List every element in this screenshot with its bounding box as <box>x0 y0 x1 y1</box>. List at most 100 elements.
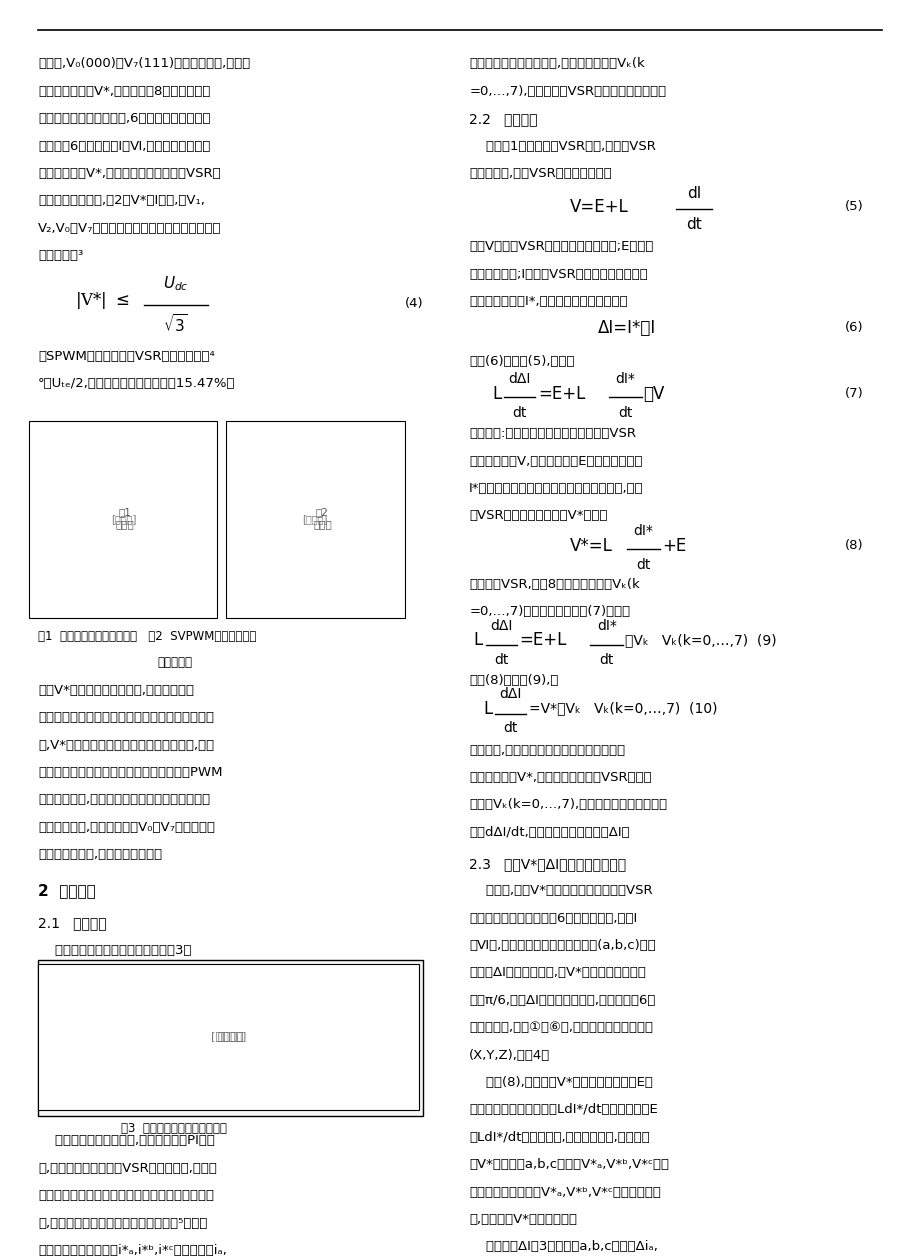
Text: 将式(8)代入式(9),得: 将式(8)代入式(9),得 <box>469 674 558 686</box>
Text: dt: dt <box>636 558 650 572</box>
Text: dt: dt <box>618 407 631 421</box>
Text: 三相对称的正弦量。由于开关频率和矢量组合的限: 三相对称的正弦量。由于开关频率和矢量组合的限 <box>38 711 214 724</box>
Text: 图2
矢量图: 图2 矢量图 <box>312 507 332 529</box>
Text: dI: dI <box>686 185 700 200</box>
Text: 指令电流变化率相关矢量LdI*/dt合成得到。而E: 指令电流变化率相关矢量LdI*/dt合成得到。而E <box>469 1103 657 1117</box>
Text: L: L <box>473 631 482 650</box>
Text: 整流器空间电压矢量合成,6条空间电压矢量将复: 整流器空间电压矢量合成,6条空间电压矢量将复 <box>38 112 210 125</box>
Text: 式中V为三相VSR交流侧端口电压矢量;E为三相: 式中V为三相VSR交流侧端口电压矢量;E为三相 <box>469 240 652 253</box>
Text: dI*: dI* <box>615 373 634 387</box>
FancyBboxPatch shape <box>226 421 404 618</box>
Text: dt: dt <box>503 721 517 735</box>
FancyBboxPatch shape <box>28 421 217 618</box>
Text: 相VSR输出指令电压矢量V*应满足: 相VSR输出指令电压矢量V*应满足 <box>469 510 607 522</box>
Text: [控制框图]: [控制框图] <box>211 1031 246 1041</box>
Text: dΔI: dΔI <box>490 618 512 633</box>
Text: (5): (5) <box>845 200 863 213</box>
Text: =0,…,7),从而使三相VSR电流跟踪指令电流。: =0,…,7),从而使三相VSR电流跟踪指令电流。 <box>469 84 665 98</box>
Text: 意所需空间矢量V*,均可以由这8条三相电压型: 意所需空间矢量V*,均可以由这8条三相电压型 <box>38 84 210 98</box>
Text: －V: －V <box>642 384 664 403</box>
Text: 交流侧电阻,可得VSR电压矢量方程为: 交流侧电阻,可得VSR电压矢量方程为 <box>469 167 611 180</box>
Text: 中的电压矢量V*,均可由该扇形区两边的VSR空: 中的电压矢量V*,均可由该扇形区两边的VSR空 <box>38 167 221 180</box>
Text: 量V*在坐标轴a,b,c上投影V*ₐ,V*ᵇ,V*ᶜ的时: 量V*在坐标轴a,b,c上投影V*ₐ,V*ᵇ,V*ᶜ的时 <box>469 1158 668 1171</box>
Text: ΔI=I*－I: ΔI=I*－I <box>597 319 655 336</box>
Text: 制,如实现单位功率因数正弦电流控制。⁵本系统: 制,如实现单位功率因数正弦电流控制。⁵本系统 <box>38 1216 207 1230</box>
Text: dI*: dI* <box>633 524 652 538</box>
Text: 环的作用是按电压外环输出的电流指令进行电流控: 环的作用是按电压外环输出的电流指令进行电流控 <box>38 1190 214 1202</box>
Text: 图1
电路图: 图1 电路图 <box>116 507 134 529</box>
Text: 输出电压矢量V,电网电压矢量E和指令电流矢量: 输出电压矢量V,电网电压矢量E和指令电流矢量 <box>469 454 642 467</box>
Text: 开关频率越高,多边形准圆轨迹就越接近圆。对于: 开关频率越高,多边形准圆轨迹就越接近圆。对于 <box>38 793 210 806</box>
Text: (8): (8) <box>845 539 863 551</box>
Text: 电网电压矢量;I为三相VSR交流侧电流矢量。若: 电网电压矢量;I为三相VSR交流侧电流矢量。若 <box>469 268 647 281</box>
Text: 而SPWM控制所得三相VSR的相电压峰值⁴: 而SPWM控制所得三相VSR的相电压峰值⁴ <box>38 350 215 363</box>
Text: 制,V*的合成矢量只能以某一步进速度旋转,从而: 制,V*的合成矢量只能以某一步进速度旋转,从而 <box>38 739 214 752</box>
Text: dt: dt <box>686 217 701 232</box>
FancyBboxPatch shape <box>38 961 423 1115</box>
Text: (6): (6) <box>845 321 863 334</box>
Text: =E+L: =E+L <box>538 384 584 403</box>
Text: dt: dt <box>512 407 527 421</box>
Text: 使矢量端点运动轨迹为一多边形准圆轨迹。PWM: 使矢量端点运动轨迹为一多边形准圆轨迹。PWM <box>38 765 222 779</box>
Text: 定理有下式³: 定理有下式³ <box>38 249 84 262</box>
Text: $U_{dc}$: $U_{dc}$ <box>163 274 188 293</box>
Text: 间电压矢量来合成,图2中V*在Ⅰ区时,由V₁,: 间电压矢量来合成,图2中V*在Ⅰ区时,由V₁, <box>38 194 205 208</box>
Text: 参考电压矢量V*,可选择合适的三相VSR空间电: 参考电压矢量V*,可选择合适的三相VSR空间电 <box>469 771 651 784</box>
Text: 控制框图: 控制框图 <box>217 1032 244 1042</box>
Text: V₂,V₀和V₇依据平行四边形法则合成。根据正弦: V₂,V₀和V₇依据平行四边形法则合成。根据正弦 <box>38 222 221 234</box>
Text: 对于图1所示的三相VSR结构,若忽略VSR: 对于图1所示的三相VSR结构,若忽略VSR <box>469 140 655 152</box>
Text: V=E+L: V=E+L <box>570 198 628 215</box>
Text: 控制策略是将指令电流i*ₐ,i*ᵇ,i*ᶜ与反馈电流iₐ,: 控制策略是将指令电流i*ₐ,i*ᵇ,i*ᶜ与反馈电流iₐ, <box>38 1244 227 1256</box>
Text: dI*: dI* <box>596 618 616 633</box>
Text: (7): (7) <box>845 387 863 400</box>
Text: (X,Y,Z),见图4。: (X,Y,Z),见图4。 <box>469 1049 550 1061</box>
Text: 压矢量Vₖ(k=0,…,7),以控制误差电流矢量的变: 压矢量Vₖ(k=0,…,7),以控制误差电流矢量的变 <box>469 798 666 811</box>
Text: 由空间电压矢量选择逻辑,输出一个合适的Vₖ(k: 由空间电压矢量选择逻辑,输出一个合适的Vₖ(k <box>469 58 644 71</box>
Text: 图3  三相电压整流器的控制框图: 图3 三相电压整流器的控制框图 <box>120 1122 226 1136</box>
Text: 为方便,可将V*所在空间区域按照三相VSR: 为方便,可将V*所在空间区域按照三相VSR <box>469 884 652 898</box>
Text: ～Ⅵ区,其对应的三相对称坐标轴为(a,b,c)。为: ～Ⅵ区,其对应的三相对称坐标轴为(a,b,c)。为 <box>469 939 655 952</box>
Text: 态变化尽可能少,以降低开关损耗。: 态变化尽可能少,以降低开关损耗。 <box>38 849 162 861</box>
Text: 2  控制策略: 2 控制策略 <box>38 883 96 898</box>
Text: －Vₖ   Vₖ(k=0,…,7)  (9): －Vₖ Vₖ(k=0,…,7) (9) <box>624 633 776 647</box>
Text: =0,…,7)可以选择。显然式(7)可变为: =0,…,7)可以选择。显然式(7)可变为 <box>469 606 630 618</box>
Text: dt: dt <box>494 652 508 666</box>
Text: 控制系统采用双环控制,电压外环采用PI调节: 控制系统采用双环控制,电压外环采用PI调节 <box>38 1134 215 1147</box>
Text: 化率dΔI/dt,从而控制误差电流矢量ΔI。: 化率dΔI/dt,从而控制误差电流矢量ΔI。 <box>469 826 630 838</box>
Text: 将式(6)代入式(5),化简得: 将式(6)代入式(5),化简得 <box>469 355 574 368</box>
Text: dt: dt <box>599 652 613 666</box>
Text: =V*－Vₖ   Vₖ(k=0,…,7)  (10): =V*－Vₖ Vₖ(k=0,…,7) (10) <box>528 701 717 715</box>
Text: 空间电压矢量空间划分为6个三角形区域,记为Ⅰ: 空间电压矢量空间划分为6个三角形区域,记为Ⅰ <box>469 912 637 924</box>
Text: 上式表明:误差电流矢量的变化率受三相VSR: 上式表明:误差电流矢量的变化率受三相VSR <box>469 427 635 441</box>
Text: 和LdI*/dt均为已知量,通过检测计算,可得出矢: 和LdI*/dt均为已知量,通过检测计算,可得出矢 <box>469 1131 649 1143</box>
Text: 别,可以确定V*所在的区域。: 别,可以确定V*所在的区域。 <box>469 1212 576 1226</box>
Text: °为Uₜₑ/2,相比将电压利用率提高了15.47%。: °为Uₜₑ/2,相比将电压利用率提高了15.47%。 <box>38 378 235 390</box>
Text: 指令电流矢量为I*,则实际的误差电流矢量为: 指令电流矢量为I*,则实际的误差电流矢量为 <box>469 296 627 308</box>
Text: 零矢量的选择,主要考虑选择V₀或V₇应使开关状: 零矢量的选择,主要考虑选择V₀或V₇应使开关状 <box>38 821 215 833</box>
Text: I*变化率的影响。若要获得零误差电流响应,则三: I*变化率的影响。若要获得零误差电流响应,则三 <box>469 482 643 495</box>
Text: +E: +E <box>661 536 686 554</box>
Text: 域值。从而可以通过V*ₐ,V*ᵇ,V*ᶜ相关极性的判: 域值。从而可以通过V*ₐ,V*ᵇ,V*ᶜ相关极性的判 <box>469 1186 661 1199</box>
Text: $\sqrt{3}$: $\sqrt{3}$ <box>163 312 187 335</box>
Text: 对于三相VSR,共有8条空间电压矢量Vₖ(k: 对于三相VSR,共有8条空间电压矢量Vₖ(k <box>469 578 640 590</box>
Text: 平面分为6个扇形区域Ⅰ～Ⅵ,对于任一扇形区域: 平面分为6个扇形区域Ⅰ～Ⅵ,对于任一扇形区域 <box>38 140 210 152</box>
Text: 分区及合成: 分区及合成 <box>157 656 192 670</box>
Text: (4): (4) <box>404 297 423 311</box>
Text: 上式说明,对于给定的具有零误差电流响应的: 上式说明,对于给定的具有零误差电流响应的 <box>469 744 625 757</box>
Text: 如果V*在复平面上匀速旋转,就对应得到了: 如果V*在复平面上匀速旋转,就对应得到了 <box>38 684 194 696</box>
Text: 三角形区域,记为①～⑥区,对应三相对称坐标轴为: 三角形区域,记为①～⑥区,对应三相对称坐标轴为 <box>469 1021 652 1034</box>
Text: 器,作用主要是控制三相VSR直流侧电压,电流内: 器,作用主要是控制三相VSR直流侧电压,电流内 <box>38 1162 217 1175</box>
Text: =E+L: =E+L <box>519 631 566 650</box>
Text: dΔI: dΔI <box>499 687 521 701</box>
Text: [矢量图]: [矢量图] <box>302 515 327 525</box>
Text: dΔI: dΔI <box>508 373 530 387</box>
FancyBboxPatch shape <box>38 964 418 1109</box>
Text: 图1  三相电压型整流器主电路   图2  SVPWM空间电压矢量: 图1 三相电压型整流器主电路 图2 SVPWM空间电压矢量 <box>38 631 256 643</box>
Text: 通过矢量ΔI在3个坐标轴a,b,c上分量Δiₐ,: 通过矢量ΔI在3个坐标轴a,b,c上分量Δiₐ, <box>469 1240 657 1253</box>
Text: 2.1   控制框图: 2.1 控制框图 <box>38 917 107 930</box>
Text: V*=L: V*=L <box>570 536 612 554</box>
Text: 旋转π/6,可得ΔI的空间区域划分,同样划分为6个: 旋转π/6,可得ΔI的空间区域划分,同样划分为6个 <box>469 993 655 1007</box>
Text: 2.3   关于V*、ΔI区域的划分和确定: 2.3 关于V*、ΔI区域的划分和确定 <box>469 857 626 871</box>
Text: 由式(8),参考电压V*可由电网电压矢量E和: 由式(8),参考电压V*可由电网电压矢量E和 <box>469 1076 652 1089</box>
Text: |V*| $\leq$: |V*| $\leq$ <box>74 290 129 311</box>
